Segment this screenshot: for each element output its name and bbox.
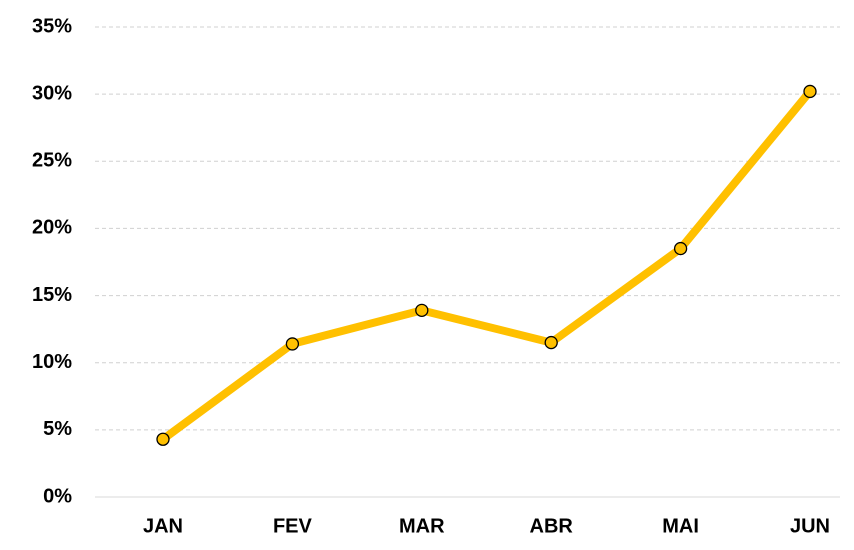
data-point xyxy=(285,337,300,351)
y-tick-label: 5% xyxy=(43,418,72,440)
data-point xyxy=(673,241,688,256)
y-tick-label: 0% xyxy=(43,485,72,507)
data-point xyxy=(544,335,558,350)
x-tick-label: MAR xyxy=(399,515,445,537)
y-tick-label: 20% xyxy=(32,217,72,239)
y-tick-label: 35% xyxy=(32,15,72,37)
data-point xyxy=(415,303,429,317)
series-line xyxy=(160,88,814,443)
x-tick-label: FEV xyxy=(273,515,313,537)
y-tick-label: 10% xyxy=(32,351,72,373)
y-tick-label: 15% xyxy=(32,284,72,306)
x-tick-label: ABR xyxy=(530,515,574,537)
x-tick-label: MAI xyxy=(662,515,699,537)
x-tick-label: JUN xyxy=(790,515,830,537)
y-tick-label: 30% xyxy=(32,82,72,104)
y-tick-label: 25% xyxy=(32,150,72,172)
data-point xyxy=(803,84,817,99)
x-tick-label: JAN xyxy=(143,515,183,537)
data-point xyxy=(156,432,170,446)
